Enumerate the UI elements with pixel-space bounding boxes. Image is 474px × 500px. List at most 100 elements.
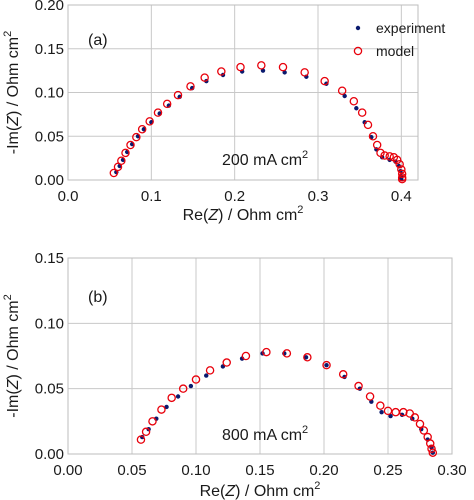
panel-b-model-point — [338, 370, 348, 379]
panel-b-model-point — [428, 448, 438, 457]
panel-b-model-point — [148, 417, 157, 426]
panel-b-model-point — [136, 435, 146, 444]
panel-a-model-point — [236, 62, 245, 72]
panel-b-experiment-point — [303, 355, 309, 360]
panel-a-model-point — [380, 151, 389, 160]
legend-label-experiment: experiment — [376, 20, 445, 36]
panel-a-x-axis-label: Re(Z) / Ohm cm2 — [183, 204, 304, 224]
panel-a-model-point — [278, 62, 288, 72]
panel-b-series-model — [136, 347, 438, 457]
panel-a-model-point — [186, 82, 195, 91]
panel-a-plot-frame — [67, 4, 419, 181]
panel-a-model-point — [126, 140, 135, 150]
panel-b-chart: 0.00 0.05 0.10 0.15 0.20 0.25 0.30 0.00 0.05 0.10… — [2, 250, 467, 500]
panel-a-model-point — [121, 148, 130, 158]
panel-a-model-point — [257, 61, 266, 70]
panel-b-model-point — [419, 426, 429, 435]
panel-a-model-point — [397, 165, 406, 174]
panel-b-y-tick-label: 0.15 — [35, 250, 64, 267]
panel-a-model-point — [337, 86, 347, 96]
panel-a-x-tick-label: 0.0 — [58, 188, 79, 205]
panel-a-current-density-annotation: 200 mA cm2 — [222, 149, 308, 169]
panel-b-model-point — [376, 401, 385, 410]
legend-marker-model — [353, 46, 363, 56]
panel-a-model-point — [153, 108, 163, 117]
panel-a-model-point — [395, 159, 404, 169]
panel-a-model-point — [117, 156, 126, 165]
panel-b-x-tick-label: 0.15 — [245, 462, 274, 479]
panel-b-x-tick-label: 0.25 — [373, 462, 402, 479]
panel-a-y-tick-label: 0.00 — [35, 172, 64, 189]
panel-b-panel-label: (b) — [88, 289, 108, 306]
panel-a-model-point — [217, 67, 226, 76]
panel-a-model-point — [349, 97, 359, 106]
panel-b-experiment-point — [204, 373, 209, 378]
panel-b-y-tick-label: 0.10 — [35, 315, 64, 332]
panel-a-experiment-point — [354, 106, 359, 111]
panel-a-model-point — [145, 117, 154, 126]
panel-b-x-tick-label: 0.20 — [309, 462, 338, 479]
panel-b-model-point — [178, 384, 188, 393]
panel-b-x-tick-label: 0.30 — [437, 462, 466, 479]
panel-b-experiment-point — [164, 404, 169, 410]
panel-b-model-point — [391, 407, 400, 417]
panel-a-x-tick-label: 0.3 — [308, 188, 329, 205]
panel-b-model-point — [427, 444, 436, 454]
legend-label-model: model — [376, 43, 414, 59]
panel-a-y-tick-label: 0.10 — [35, 85, 64, 102]
panel-b-model-point — [415, 419, 425, 429]
panel-a-x-tick-label: 0.1 — [141, 188, 162, 205]
panel-a-model-point — [162, 99, 172, 109]
panel-b-x-tick-label: 0.05 — [117, 462, 146, 479]
panel-b-experiment-point — [324, 362, 329, 368]
panel-a-model-point — [397, 169, 407, 179]
panel-b-model-point — [365, 392, 375, 401]
panel-b-model-point — [262, 347, 271, 357]
panel-b-model-point — [354, 381, 363, 391]
panel-b-model-point — [425, 439, 435, 448]
panel-b-model-point — [141, 427, 151, 437]
panel-a-y-tick-label: 0.05 — [35, 128, 64, 145]
panel-b-x-tick-label: 0.00 — [53, 462, 82, 479]
panel-a-y-tick-label: 0.20 — [35, 0, 64, 14]
panel-a-legend: experiment model — [353, 20, 445, 59]
panel-b-model-point — [303, 353, 312, 362]
panel-a-y-axis-label: -Im(Z) / Ohm cm2 — [2, 31, 22, 154]
panel-a-model-point — [363, 120, 373, 130]
panel-a-x-tick-label: 0.2 — [224, 188, 245, 205]
panel-a-model-point — [132, 132, 141, 142]
panel-b-model-point — [167, 393, 176, 403]
panel-b-model-point — [322, 360, 331, 370]
panel-a-experiment-point — [342, 93, 347, 99]
panel-b-experiment-point — [379, 409, 384, 415]
panel-a-y-tick-label: 0.15 — [35, 41, 64, 58]
panel-a-model-point — [200, 73, 209, 82]
panel-b-x-tick-label: 0.10 — [181, 462, 210, 479]
panel-a-x-tick-label: 0.4 — [391, 188, 412, 205]
panel-b-y-tick-label: 0.05 — [35, 381, 64, 398]
panel-b-model-point — [205, 366, 215, 375]
panel-b-current-density-annotation: 800 mA cm2 — [222, 424, 308, 444]
panel-a-model-point — [385, 152, 394, 161]
panel-a-model-point — [300, 68, 309, 77]
panel-b-model-point — [282, 349, 292, 358]
panel-a-experiment-point — [141, 127, 147, 132]
panel-a-model-point — [392, 155, 402, 165]
panel-a-model-point — [372, 140, 382, 150]
panel-a-chart: 0.0 0.1 0.2 0.3 0.4 0.00 0.05 0.10 0.15 0.20 Re(Z)… — [2, 0, 445, 224]
panel-a-model-point — [109, 168, 119, 178]
panel-a-series-model — [109, 61, 407, 184]
panel-b-model-point — [241, 351, 251, 361]
panel-a-model-point — [137, 125, 147, 134]
panel-b-model-point — [157, 405, 166, 414]
panel-b-experiment-point — [388, 413, 393, 419]
panel-b-model-point — [410, 413, 420, 422]
panel-a-model-point — [320, 76, 329, 86]
panel-b-experiment-point — [175, 394, 181, 399]
panel-b-x-axis-label: Re(Z) / Ohm cm2 — [200, 480, 321, 500]
panel-a-model-point — [368, 131, 378, 141]
panel-b-model-point — [383, 406, 393, 416]
panel-a-model-point — [173, 90, 183, 100]
panel-a-model-point — [357, 108, 367, 117]
